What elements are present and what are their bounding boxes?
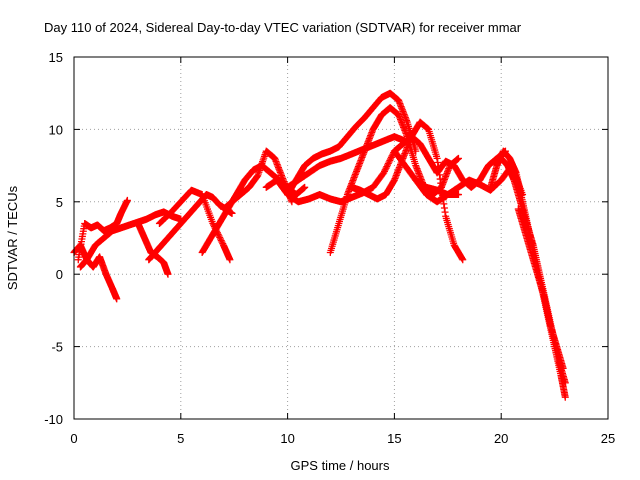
series-track-18: [514, 205, 567, 372]
data-point: [217, 237, 225, 245]
y-tick-label: 15: [49, 50, 63, 65]
plot-frame: [73, 56, 609, 420]
data-point: [113, 295, 121, 303]
y-axis-label: SDTVAR / TECUs: [5, 185, 20, 290]
y-tick-label: 5: [56, 195, 63, 210]
data-point: [385, 158, 393, 166]
data-point: [380, 169, 388, 177]
y-tick-label: 10: [49, 122, 63, 137]
data-point: [384, 161, 392, 169]
x-tick-label: 0: [70, 431, 77, 446]
data-point: [216, 235, 224, 243]
series-track-5: [145, 191, 236, 264]
x-axis-label: GPS time / hours: [291, 458, 390, 473]
y-tick-label: -5: [51, 340, 63, 355]
series-track-1: [70, 241, 121, 303]
data-point: [454, 191, 462, 199]
series-track-6: [155, 186, 234, 264]
axis-ticks: 0 5 10 15 20 25 -10 -5 0 5 10 15: [44, 50, 615, 446]
data-point: [383, 163, 391, 171]
x-tick-label: 5: [177, 431, 184, 446]
data-point: [387, 153, 395, 161]
series-track-8: [220, 147, 296, 213]
data-point: [218, 238, 226, 246]
data-point: [228, 209, 236, 217]
x-tick-label: 10: [280, 431, 294, 446]
series-track-2: [74, 196, 131, 264]
data-point: [454, 154, 462, 162]
data-point: [226, 256, 234, 264]
data-point: [561, 393, 569, 401]
y-tick-label: 0: [56, 267, 63, 282]
data-point: [380, 167, 388, 175]
data-point: [459, 256, 467, 264]
x-tick-label: 15: [387, 431, 401, 446]
data-point: [301, 183, 309, 191]
series-track-4: [134, 220, 172, 278]
y-tick-label: -10: [44, 412, 63, 427]
data-point: [209, 220, 217, 228]
data-points: [70, 89, 569, 401]
data-point: [386, 156, 394, 164]
data-point: [561, 379, 569, 387]
data-point: [216, 233, 224, 241]
chart-title: Day 110 of 2024, Sidereal Day-to-day VTE…: [44, 20, 522, 35]
series-track-13: [348, 118, 467, 264]
data-point: [164, 270, 172, 278]
data-point: [381, 166, 389, 174]
data-point: [559, 364, 567, 372]
data-point: [382, 164, 390, 172]
x-tick-label: 20: [494, 431, 508, 446]
x-tick-label: 25: [601, 431, 615, 446]
data-point: [387, 155, 395, 163]
data-point: [384, 160, 392, 168]
data-point: [123, 196, 131, 204]
data-point: [215, 232, 223, 240]
